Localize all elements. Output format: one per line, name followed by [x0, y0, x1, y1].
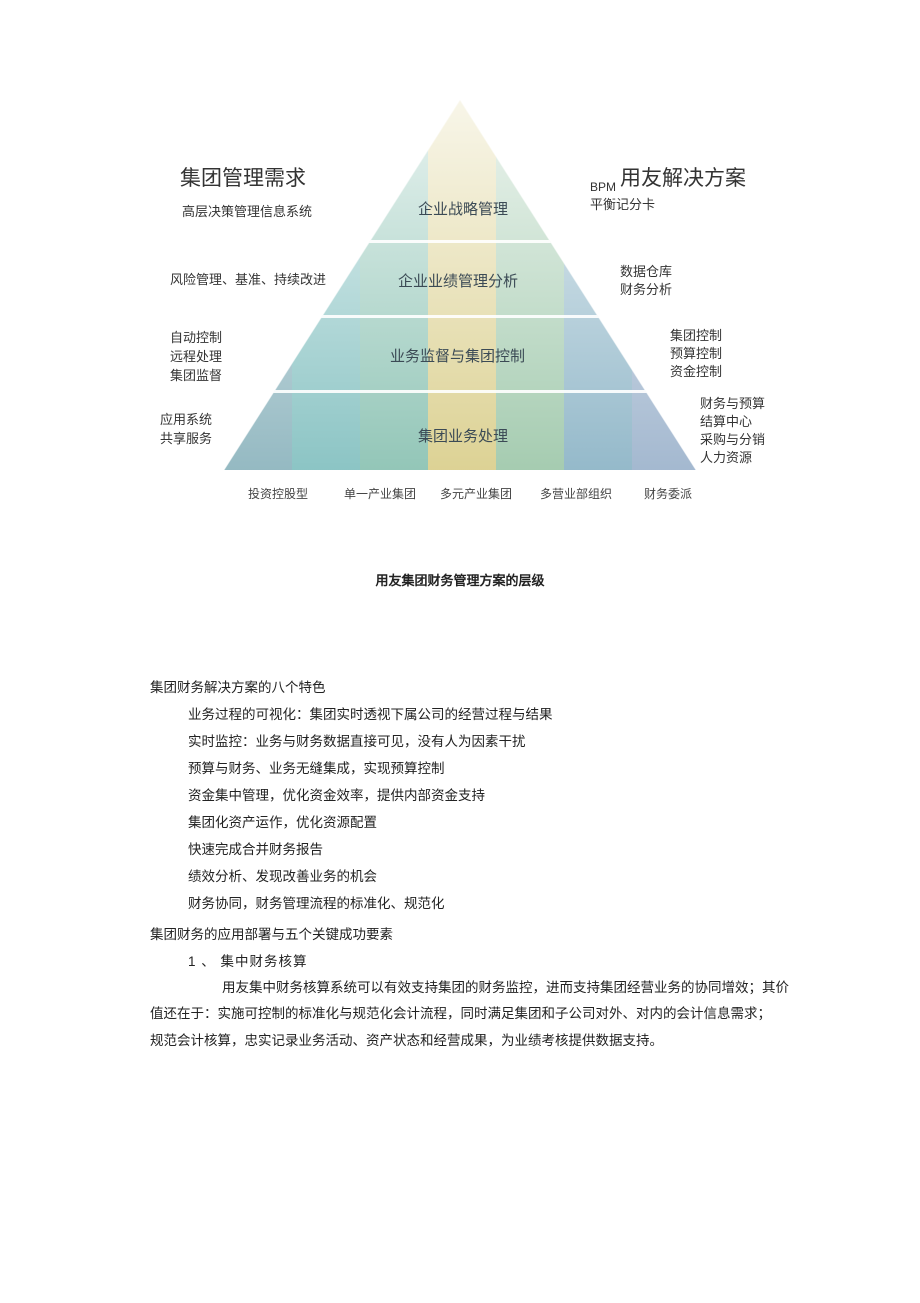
feature-item: 快速完成合并财务报告	[150, 836, 790, 863]
pyramid-layer-3: 业务监督与集团控制	[390, 345, 525, 366]
pyramid-title-right: 用友解决方案	[620, 162, 746, 192]
feature-item: 预算与财务、业务无缝集成，实现预算控制	[150, 755, 790, 782]
pyramid-layer-4: 集团业务处理	[418, 425, 508, 446]
left-label: 自动控制	[170, 328, 222, 348]
paragraph-line: 规范会计核算，忠实记录业务活动、资产状态和经营成果，为业绩考核提供数据支持。	[150, 1028, 790, 1054]
pyramid-title-left: 集团管理需求	[180, 162, 306, 192]
feature-item: 集团化资产运作，优化资源配置	[150, 809, 790, 836]
base-label: 多营业部组织	[540, 485, 612, 502]
left-label: 高层决策管理信息系统	[182, 202, 312, 222]
pyramid-diagram: 集团管理需求 用友解决方案 企业战略管理 企业业绩管理分析 业务监督与集团控制 …	[140, 90, 780, 520]
feature-item: 实时监控：业务与财务数据直接可见，没有人为因素干扰	[150, 728, 790, 755]
base-label: 单一产业集团	[344, 485, 416, 502]
paragraph-line: 用友集中财务核算系统可以有效支持集团的财务监控，进而支持集团经营业务的协同增效；…	[150, 975, 790, 1001]
paragraph-line: 值还在于：实施可控制的标准化与规范化会计流程，同时满足集团和子公司对外、对内的会…	[150, 1001, 790, 1027]
left-label: 应用系统	[160, 410, 212, 430]
pyramid-layer-1: 企业战略管理	[418, 198, 508, 219]
right-label: 集团控制	[670, 326, 722, 346]
right-label: 采购与分销	[700, 430, 765, 450]
right-label: 数据仓库	[620, 262, 672, 282]
left-label: 共享服务	[160, 429, 212, 449]
feature-item: 资金集中管理，优化资金效率，提供内部资金支持	[150, 782, 790, 809]
left-label: 远程处理	[170, 347, 222, 367]
left-label: 风险管理、基准、持续改进	[170, 270, 326, 290]
section-heading-1: 集团财务解决方案的八个特色	[150, 674, 790, 701]
feature-item: 业务过程的可视化：集团实时透视下属公司的经营过程与结果	[150, 701, 790, 728]
pyramid-layer-2: 企业业绩管理分析	[398, 270, 518, 291]
pyramid-svg	[140, 90, 780, 520]
feature-item: 财务协同，财务管理流程的标准化、规范化	[150, 890, 790, 917]
figure-caption: 用友集团财务管理方案的层级	[0, 570, 920, 589]
base-label: 多元产业集团	[440, 485, 512, 502]
right-label: 预算控制	[670, 344, 722, 364]
right-label: BPM	[590, 178, 616, 196]
left-label: 集团监督	[170, 366, 222, 386]
right-label: 结算中心	[700, 412, 752, 432]
base-label: 投资控股型	[248, 485, 308, 502]
numbered-item-1: 1 、 集中财务核算	[150, 948, 790, 975]
right-label: 财务与预算	[700, 394, 765, 414]
feature-item: 绩效分析、发现改善业务的机会	[150, 863, 790, 890]
section-heading-2: 集团财务的应用部署与五个关键成功要素	[150, 921, 790, 948]
right-label: 平衡记分卡	[590, 195, 655, 215]
right-label: 财务分析	[620, 280, 672, 300]
body-text: 集团财务解决方案的八个特色 业务过程的可视化：集团实时透视下属公司的经营过程与结…	[150, 670, 790, 1054]
right-label: 人力资源	[700, 448, 752, 468]
right-label: 资金控制	[670, 362, 722, 382]
base-label: 财务委派	[644, 485, 692, 502]
